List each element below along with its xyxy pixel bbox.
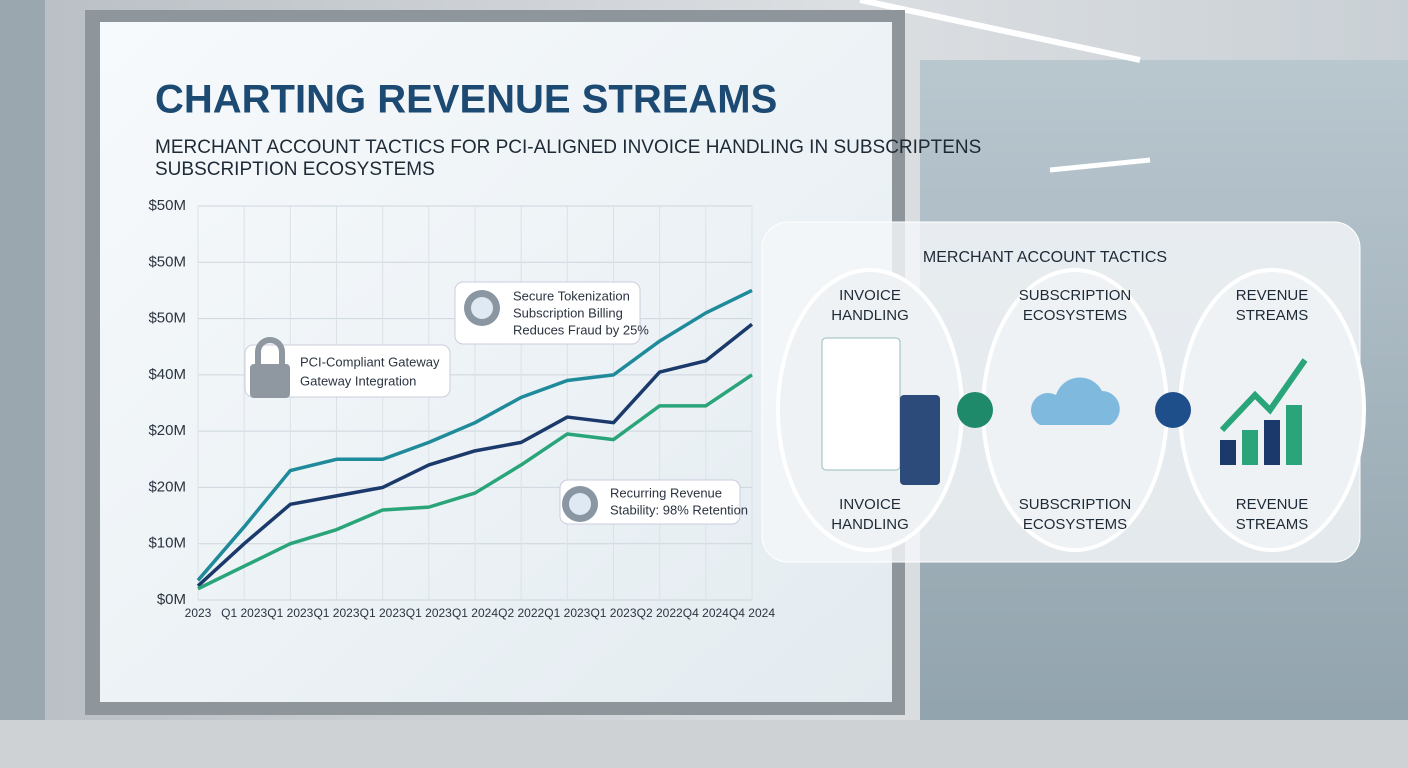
arrow-icon bbox=[1219, 358, 1308, 433]
x-tick-label: Q1 2023 bbox=[544, 606, 590, 620]
x-tick-label: Q1 2023 bbox=[221, 606, 267, 620]
clock-icon bbox=[471, 297, 493, 319]
y-tick-label: $50M bbox=[148, 253, 186, 270]
screen bbox=[100, 22, 892, 702]
chart-subtitle: MERCHANT ACCOUNT TACTICS FOR PCI-ALIGNED… bbox=[155, 137, 981, 158]
x-tick-label: Q1 2024 bbox=[452, 606, 498, 620]
annotation-text: Reduces Fraud by 25% bbox=[513, 322, 649, 337]
bar-icon bbox=[1286, 405, 1302, 465]
x-tick-label: Q2 2022 bbox=[637, 606, 683, 620]
circle-label: HANDLING bbox=[831, 516, 909, 533]
plot: $0M $10M $20M $20M $40M $50M $50M $50M 2023 Q1 20… bbox=[148, 197, 775, 620]
y-tick-label: $50M bbox=[148, 310, 186, 327]
x-tick-label: Q4 2024 bbox=[729, 606, 775, 620]
lock-icon bbox=[250, 364, 290, 398]
invoice-icon bbox=[821, 337, 901, 471]
circle-label: ECOSYSTEMS bbox=[1023, 516, 1127, 533]
x-tick-label: Q1 2023 bbox=[360, 606, 406, 620]
annotation-text: Gateway Integration bbox=[300, 373, 416, 388]
chart-subtitle: SUBSCRIPTION ECOSYSTEMS bbox=[155, 159, 435, 180]
ceiling-light bbox=[859, 0, 1141, 63]
annotation-text: Subscription Billing bbox=[513, 305, 623, 320]
floor bbox=[0, 720, 1408, 768]
x-tick-label: Q1 2023 bbox=[590, 606, 636, 620]
x-tick-label: Q1 2023 bbox=[406, 606, 452, 620]
bar-icon bbox=[1220, 440, 1236, 465]
y-tick-label: $0M bbox=[157, 591, 186, 608]
circles: INVOICE HANDLING INVOICE HANDLING SUBSCRIPTI… bbox=[776, 268, 1366, 552]
circle-label: STREAMS bbox=[1236, 516, 1309, 533]
x-tick-label: Q1 2023 bbox=[313, 606, 359, 620]
dollar-icon bbox=[1155, 392, 1191, 428]
circle-label: ECOSYSTEMS bbox=[1023, 307, 1127, 324]
x-tick-label: Q2 2022 bbox=[498, 606, 544, 620]
lock-shackle bbox=[255, 337, 285, 364]
annotation-text: PCI-Compliant Gateway bbox=[300, 354, 440, 369]
circle-label: INVOICE bbox=[839, 496, 901, 513]
clock-icon bbox=[569, 493, 591, 515]
series-line bbox=[196, 322, 754, 588]
terminal-icon bbox=[900, 395, 940, 485]
annotation-bg bbox=[454, 281, 641, 345]
annotation-text: Stability: 98% Retention bbox=[610, 502, 748, 517]
circle-label: REVENUE bbox=[1236, 287, 1309, 304]
bar-icon bbox=[1242, 430, 1258, 465]
x-tick-label: Q4 2024 bbox=[683, 606, 729, 620]
chart-title: CHARTING REVENUE STREAMS bbox=[155, 78, 777, 122]
x-tick-label: Q1 2023 bbox=[267, 606, 313, 620]
y-tick-label: $50M bbox=[148, 197, 186, 214]
cloud-icon bbox=[1031, 377, 1120, 425]
circle-label: SUBSCRIPTION bbox=[1019, 496, 1132, 513]
y-tick-label: $40M bbox=[148, 366, 186, 383]
annotation-box bbox=[244, 281, 741, 525]
x-tick-label: 2023 bbox=[185, 606, 212, 620]
panel-title: MERCHANT ACCOUNT TACTICS bbox=[923, 249, 1167, 266]
circle-label: SUBSCRIPTION bbox=[1019, 287, 1132, 304]
annotation-text: Recurring Revenue bbox=[610, 485, 722, 500]
series-line bbox=[197, 373, 753, 591]
ceiling-light bbox=[1049, 157, 1151, 173]
y-tick-label: $10M bbox=[148, 535, 186, 552]
circle-label: STREAMS bbox=[1236, 307, 1309, 324]
circle-label: INVOICE bbox=[839, 287, 901, 304]
glass-left bbox=[0, 0, 45, 768]
annotation-text: Secure Tokenization bbox=[513, 288, 630, 303]
circle-label: REVENUE bbox=[1236, 496, 1309, 513]
y-tick-label: $20M bbox=[148, 422, 186, 439]
annotation-bg bbox=[244, 344, 451, 398]
bar-icon bbox=[1264, 420, 1280, 465]
annotation-bg bbox=[559, 479, 741, 525]
circle-label: HANDLING bbox=[831, 307, 909, 324]
check-icon bbox=[957, 392, 993, 428]
series-line bbox=[196, 288, 753, 582]
y-tick-label: $20M bbox=[148, 478, 186, 495]
